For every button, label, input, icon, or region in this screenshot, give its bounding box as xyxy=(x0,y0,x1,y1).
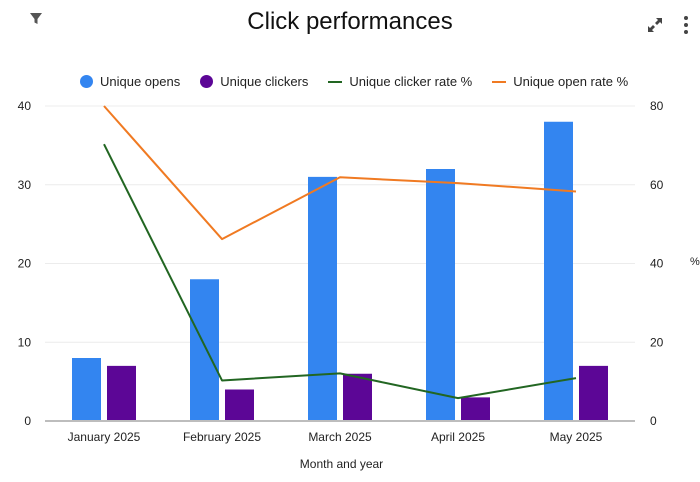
bar-unique-opens xyxy=(544,121,573,421)
legend-swatch-line xyxy=(328,80,343,83)
bar-unique-clickers xyxy=(107,365,136,421)
y-tick-label: 40 xyxy=(18,99,32,113)
legend-item[interactable]: Unique opens xyxy=(80,74,180,89)
bar-unique-opens xyxy=(190,279,219,421)
y2-tick-label: 0 xyxy=(650,414,657,428)
y-tick-label: 0 xyxy=(24,414,31,428)
bar-unique-opens xyxy=(426,169,455,421)
x-tick-label: March 2025 xyxy=(308,430,372,444)
line-unique-open-rate xyxy=(103,105,577,241)
bar-unique-clickers xyxy=(461,397,490,421)
y-tick-label: 10 xyxy=(18,335,32,349)
expand-icon[interactable] xyxy=(645,15,665,35)
bar-unique-clickers xyxy=(579,365,608,421)
y-tick-label: 30 xyxy=(18,178,32,192)
y2-tick-label: 60 xyxy=(650,178,664,192)
chart-legend: Unique opens Unique clickers Unique clicke… xyxy=(80,74,648,89)
x-axis-label: Month and year xyxy=(299,457,384,471)
legend-item[interactable]: Unique clicker rate % xyxy=(328,74,472,89)
bar-unique-opens xyxy=(72,358,101,421)
y-tick-label: 20 xyxy=(18,257,32,271)
y2-tick-label: 40 xyxy=(650,257,664,271)
y2-tick-label: 20 xyxy=(650,335,664,349)
more-vertical-icon[interactable] xyxy=(680,14,692,36)
legend-swatch-line xyxy=(492,80,507,83)
legend-label: Unique clicker rate % xyxy=(349,74,473,89)
legend-swatch-dot xyxy=(80,75,93,88)
x-tick-label: February 2025 xyxy=(183,430,261,444)
bar-unique-opens xyxy=(308,176,337,421)
x-tick-label: May 2025 xyxy=(550,430,603,444)
y2-axis-label: % xyxy=(690,256,700,268)
legend-item[interactable]: Unique open rate % xyxy=(492,74,628,89)
legend-item[interactable]: Unique clickers xyxy=(200,74,308,89)
filter-icon[interactable] xyxy=(28,11,44,27)
legend-label: Unique open rate % xyxy=(513,74,629,89)
legend-label: Unique opens xyxy=(100,74,181,89)
y2-tick-label: 80 xyxy=(650,99,664,113)
bar-unique-clickers xyxy=(343,373,372,421)
legend-label: Unique clickers xyxy=(220,74,309,89)
chart-title: Click performances xyxy=(247,8,453,35)
x-tick-label: April 2025 xyxy=(431,430,485,444)
x-tick-label: January 2025 xyxy=(68,430,141,444)
bar-unique-clickers xyxy=(225,389,254,421)
line-unique-clicker-rate xyxy=(103,143,577,400)
legend-swatch-dot xyxy=(200,75,214,88)
